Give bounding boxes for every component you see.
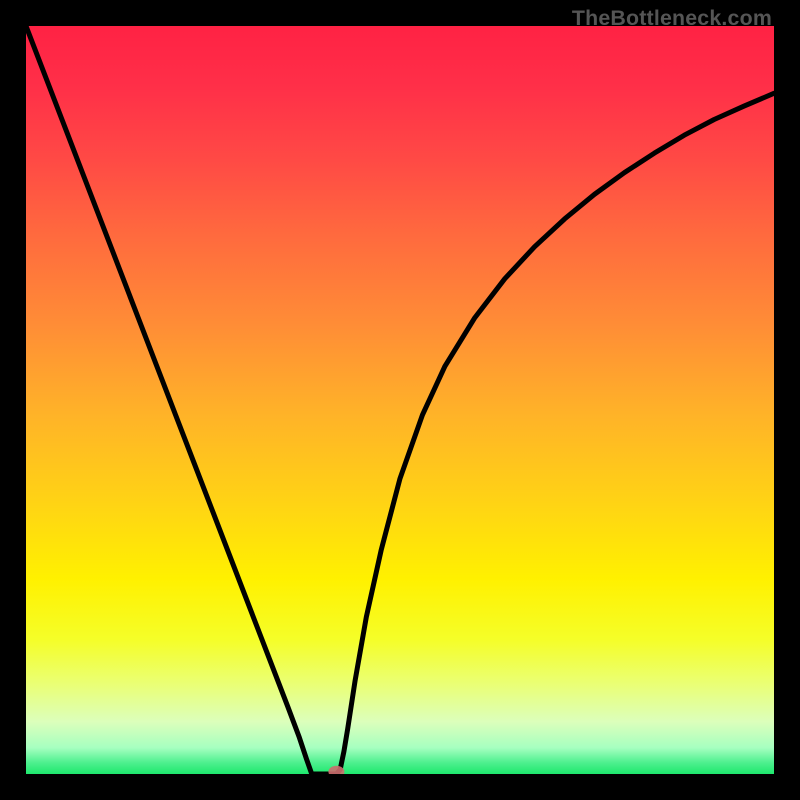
- chart-background: [26, 26, 774, 774]
- watermark-text: TheBottleneck.com: [572, 6, 772, 31]
- image-root: TheBottleneck.com: [0, 0, 800, 800]
- bottleneck-chart: [26, 26, 774, 774]
